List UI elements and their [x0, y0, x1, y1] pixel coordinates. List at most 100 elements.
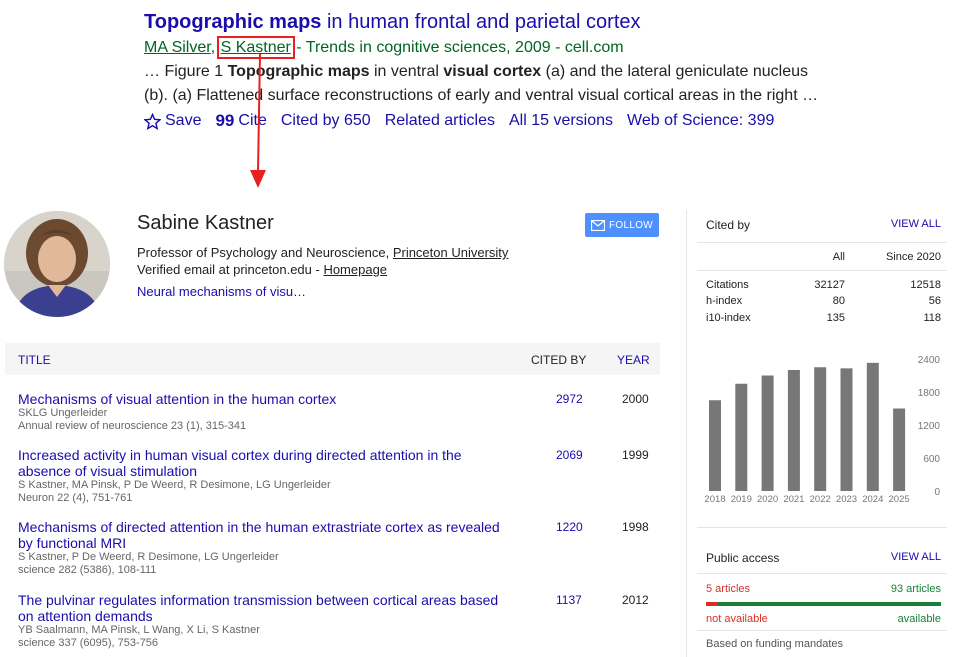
annotation-arrow [250, 54, 266, 188]
author-link-silver[interactable]: MA Silver [144, 39, 211, 56]
article-title-link[interactable]: The pulvinar regulates information trans… [18, 592, 499, 624]
stat-row-i10-index: i10-index 135 118 [706, 312, 941, 326]
table-row: Mechanisms of visual attention in the hu… [18, 391, 658, 433]
article-venue: science 282 (5386), 108-111 [18, 564, 157, 576]
divider [697, 527, 947, 528]
article-year: 1999 [622, 448, 649, 462]
stat-row-citations: Citations 32127 12518 [706, 279, 941, 293]
cited-by-link[interactable]: Cited by 650 [280, 112, 371, 129]
table-row: The pulvinar regulates information trans… [18, 592, 658, 650]
article-venue: Annual review of neuroscience 23 (1), 31… [18, 420, 247, 432]
divider [697, 270, 947, 271]
follow-button[interactable]: FOLLOW [585, 213, 659, 237]
cited-by-header: Cited by VIEW ALL [706, 218, 941, 232]
table-row: Increased activity in human visual corte… [18, 447, 658, 505]
x-tick-label: 2018 [704, 494, 725, 505]
stat-label[interactable]: Citations [706, 279, 749, 291]
chart-bar-2021[interactable] [787, 370, 800, 491]
available-label: available [897, 613, 941, 625]
article-venue: science 337 (6095), 753-756 [18, 637, 159, 649]
x-tick-label: 2021 [783, 494, 804, 505]
article-cited-by-link[interactable]: 1137 [556, 593, 582, 607]
stat-label[interactable]: h-index [706, 295, 743, 307]
public-access-bar [706, 602, 941, 606]
cited-by-view-all[interactable]: VIEW ALL [890, 218, 941, 230]
not-available-segment [706, 602, 718, 606]
stat-since: 56 [928, 295, 941, 307]
web-of-science-link[interactable]: Web of Science: 399 [627, 112, 775, 129]
public-access-header: Public access VIEW ALL [706, 551, 941, 565]
title-rest: in human frontal and parietal cortex [321, 11, 641, 33]
stat-since: 118 [923, 312, 941, 324]
x-tick-label: 2020 [757, 494, 778, 505]
homepage-link[interactable]: Homepage [323, 262, 388, 277]
sort-year[interactable]: YEAR [617, 353, 650, 367]
chart-bar-2023[interactable] [840, 368, 853, 491]
snippet-text: … Figure 1 [144, 63, 228, 80]
result-authors: MA Silver, S Kastner - Trends in cogniti… [144, 36, 844, 60]
follow-label: FOLLOW [608, 219, 654, 231]
quote-icon: 99 [215, 111, 235, 130]
chart-bar-2020[interactable] [761, 375, 774, 492]
profile-email: Verified email at princeton.edu - Homepa… [137, 261, 557, 278]
stat-label[interactable]: i10-index [706, 312, 751, 324]
title-highlight: Topographic maps [144, 11, 322, 33]
sort-cited-by[interactable]: CITED BY [531, 353, 587, 367]
divider [697, 573, 947, 574]
y-tick-label: 0 [934, 487, 940, 498]
profile-info: Sabine Kastner Professor of Psychology a… [137, 210, 557, 300]
available-count[interactable]: 93 articles [890, 583, 941, 595]
x-tick-label: 2024 [862, 494, 883, 505]
article-title-link[interactable]: Increased activity in human visual corte… [18, 447, 462, 479]
citations-per-year-chart: 2400 1800 1200 600 0 2018 2019 2020 2021 2022 2023… [704, 355, 941, 505]
y-tick-label: 1200 [918, 421, 941, 432]
research-interest-link[interactable]: Neural mechanisms of visu… [137, 284, 307, 299]
public-access-view-all[interactable]: VIEW ALL [890, 551, 941, 563]
chart-bar-2022[interactable] [814, 367, 827, 491]
article-year: 2012 [622, 593, 649, 607]
snippet-line-2: (b). (a) Flattened surface reconstructio… [144, 87, 819, 104]
article-authors: SKLG Ungerleider [18, 407, 108, 419]
chart-bar-2025[interactable] [893, 408, 906, 492]
article-cited-by-link[interactable]: 2069 [556, 448, 583, 462]
stat-all: 32127 [814, 279, 845, 291]
article-authors: YB Saalmann, MA Pinsk, L Wang, X Li, S K… [18, 624, 260, 636]
x-tick-label: 2023 [836, 494, 857, 505]
article-title-link[interactable]: Mechanisms of visual attention in the hu… [18, 391, 337, 407]
y-tick-label: 600 [923, 454, 940, 465]
snippet-text: (a) and the lateral geniculate nucleus [541, 63, 809, 80]
chart-bar-2018[interactable] [709, 400, 721, 491]
article-cited-by-link[interactable]: 1220 [556, 520, 583, 534]
article-cited-by-link[interactable]: 2972 [556, 392, 583, 406]
save-button[interactable]: Save [144, 108, 201, 134]
profile-name: Sabine Kastner [137, 212, 274, 234]
result-title-link[interactable]: Topographic maps in human frontal and pa… [144, 8, 844, 36]
col-all: All [832, 251, 845, 263]
article-title-link[interactable]: Mechanisms of directed attention in the … [18, 519, 500, 551]
x-tick-label: 2025 [889, 494, 910, 505]
chart-bar-2019[interactable] [735, 383, 748, 491]
profile-photo [4, 211, 110, 317]
col-since: Since 2020 [885, 251, 941, 263]
stats-column-header: All Since 2020 [706, 251, 941, 265]
article-authors: S Kastner, P De Weerd, R Desimone, LG Un… [18, 551, 279, 563]
sort-title[interactable]: TITLE [18, 353, 51, 367]
article-year: 1998 [622, 520, 649, 534]
author-link-kastner[interactable]: S Kastner [216, 36, 295, 59]
university-link[interactable]: Princeton University [392, 245, 509, 260]
funding-mandates-note: Based on funding mandates [706, 638, 843, 650]
snippet-highlight: visual cortex [443, 63, 542, 80]
chart-bar-2024[interactable] [866, 362, 879, 491]
x-tick-label: 2019 [731, 494, 752, 505]
all-versions-link[interactable]: All 15 versions [508, 112, 614, 129]
snippet-line-1: … Figure 1 Topographic maps in ventral v… [144, 60, 844, 84]
star-icon [144, 112, 161, 130]
related-articles-link[interactable]: Related articles [384, 112, 495, 129]
mail-icon [590, 219, 605, 231]
snippet-text: in ventral [369, 63, 444, 80]
snippet-highlight: Topographic maps [227, 63, 370, 80]
y-tick-label: 1800 [918, 388, 941, 399]
position-text: Professor of Psychology and Neuroscience… [137, 245, 393, 260]
not-available-count[interactable]: 5 articles [706, 583, 751, 595]
author-separator: , [210, 39, 220, 56]
